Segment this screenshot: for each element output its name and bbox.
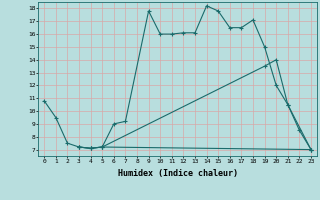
X-axis label: Humidex (Indice chaleur): Humidex (Indice chaleur) <box>118 169 238 178</box>
